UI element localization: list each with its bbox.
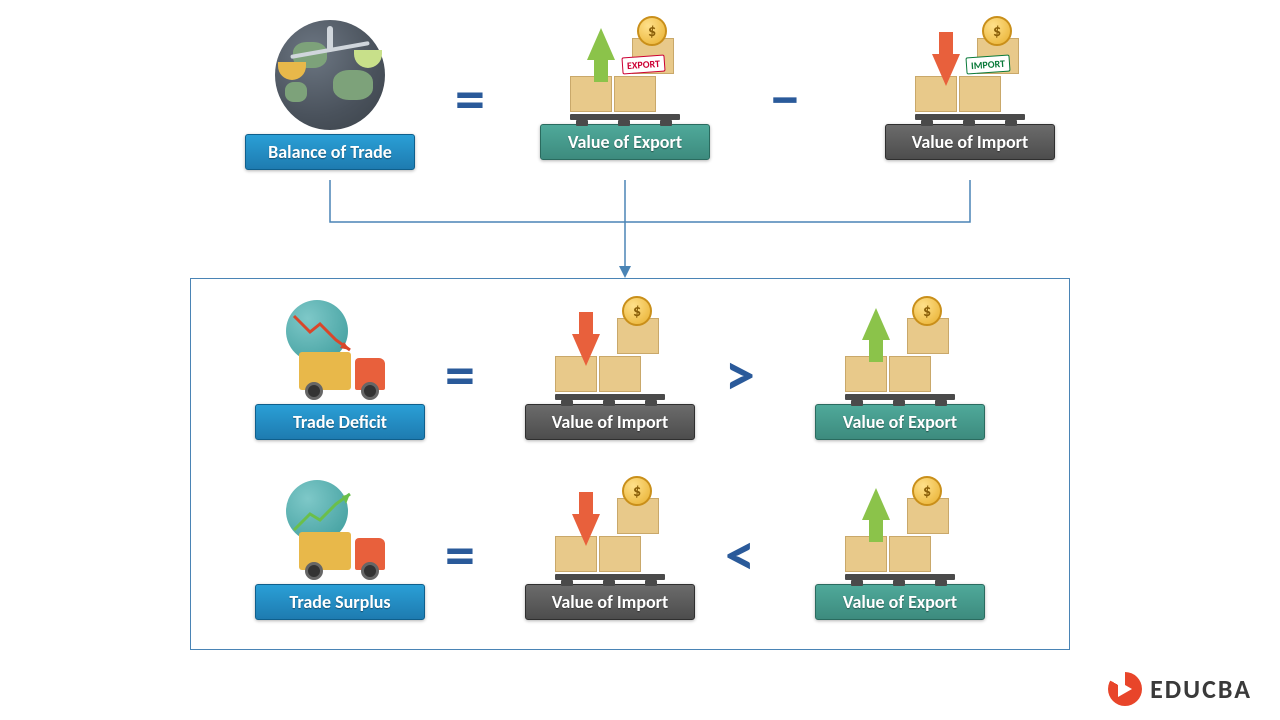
arrow-down-icon [572, 514, 600, 546]
educba-logo: EDUCBA [1108, 672, 1252, 706]
label-value-of-import: Value of Import [525, 584, 695, 620]
logo-text: EDUCBA [1150, 673, 1252, 705]
arrow-up-icon [862, 308, 890, 340]
term-import-deficit: $ Value of Import [510, 300, 710, 440]
dollar-coin-icon: $ [622, 476, 652, 506]
boxes-export-icon: $ [840, 480, 960, 580]
term-import-surplus: $ Value of Import [510, 480, 710, 620]
label-value-of-export: Value of Export [815, 584, 985, 620]
boxes-import-icon: $ [550, 480, 670, 580]
arrow-down-icon [572, 334, 600, 366]
dollar-coin-icon: $ [912, 476, 942, 506]
operator-equals: = [445, 346, 475, 406]
term-trade-surplus: Trade Surplus [240, 480, 440, 620]
label-value-of-export: Value of Export [815, 404, 985, 440]
term-trade-deficit: Trade Deficit [240, 300, 440, 440]
boxes-import-icon: $ [550, 300, 670, 400]
dollar-coin-icon: $ [912, 296, 942, 326]
boxes-export-icon: $ [840, 300, 960, 400]
truck-down-icon [280, 300, 400, 400]
term-export-deficit: $ Value of Export [800, 300, 1000, 440]
diagram-stage: Balance of Trade = $ EXPORT Value of Exp… [0, 0, 1280, 720]
label-trade-surplus: Trade Surplus [255, 584, 425, 620]
term-export-surplus: $ Value of Export [800, 480, 1000, 620]
operator-greater: > [725, 346, 755, 406]
operator-equals: = [445, 526, 475, 586]
label-trade-deficit: Trade Deficit [255, 404, 425, 440]
arrow-up-icon [862, 488, 890, 520]
logo-mark-icon [1108, 672, 1142, 706]
truck-up-icon [280, 480, 400, 580]
operator-less: < [725, 526, 755, 586]
label-value-of-import: Value of Import [525, 404, 695, 440]
dollar-coin-icon: $ [622, 296, 652, 326]
